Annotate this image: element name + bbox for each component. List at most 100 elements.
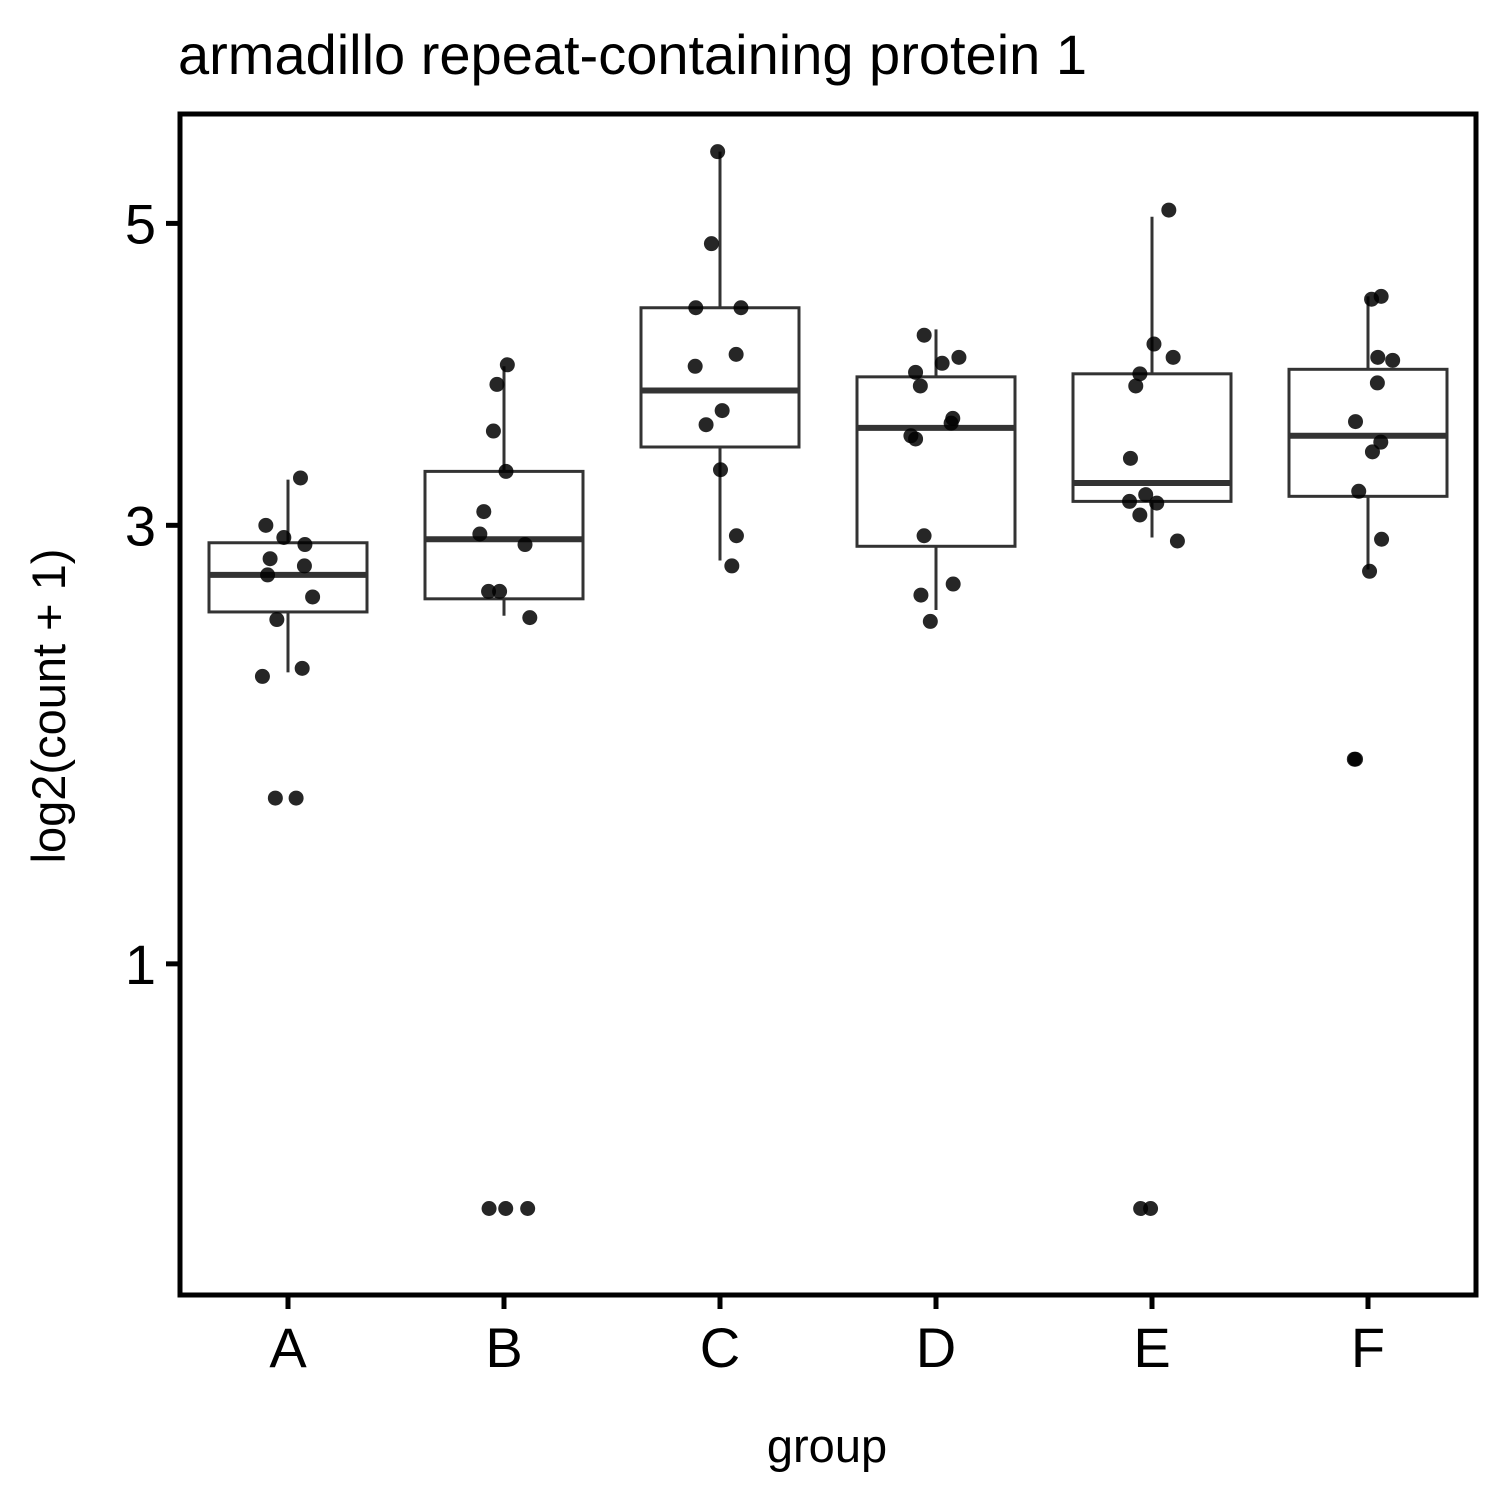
data-point (267, 790, 283, 806)
data-point (1138, 487, 1154, 503)
data-point (1374, 531, 1390, 547)
chart-title: armadillo repeat-containing protein 1 (178, 23, 1087, 86)
iqr-box (855, 375, 1017, 548)
data-point (1122, 493, 1138, 509)
data-point (481, 1201, 497, 1217)
data-point (498, 1201, 514, 1217)
data-point (908, 431, 924, 447)
iqr-box (423, 469, 585, 601)
data-point (1122, 450, 1138, 466)
data-point (297, 537, 313, 553)
data-point (714, 403, 730, 419)
data-point (1364, 291, 1380, 307)
y-axis-title: log2(count + 1) (22, 549, 75, 864)
data-point (945, 576, 961, 592)
data-point (712, 462, 728, 478)
data-point (522, 610, 538, 626)
data-point (254, 668, 270, 684)
data-point (1385, 352, 1401, 368)
data-point (1165, 349, 1181, 365)
data-point (922, 613, 938, 629)
data-point (485, 423, 501, 439)
data-point (294, 660, 310, 676)
data-point (276, 529, 292, 545)
box-f (1287, 296, 1449, 570)
data-point (296, 558, 312, 574)
data-point (916, 327, 932, 343)
box-b (423, 366, 585, 616)
data-point (934, 355, 950, 371)
plot-panel (166, 111, 1479, 1309)
points-a (254, 470, 321, 806)
data-point (520, 1201, 536, 1217)
data-point (1128, 378, 1144, 394)
data-point (1351, 483, 1367, 499)
data-point (481, 583, 497, 599)
data-point (710, 144, 726, 160)
y-tick-label: 1 (125, 933, 156, 996)
data-point (305, 589, 321, 605)
data-point (728, 346, 744, 362)
data-point (724, 558, 740, 574)
points-b (472, 357, 538, 1217)
data-point (1370, 349, 1386, 365)
points-f (1346, 288, 1401, 767)
points-d (903, 327, 967, 629)
data-point (916, 528, 932, 544)
data-point (1364, 444, 1380, 460)
x-tick-label: C (700, 1316, 740, 1379)
data-point (489, 376, 505, 392)
data-point (258, 517, 274, 533)
data-point (687, 358, 703, 374)
data-point (912, 378, 928, 394)
data-point (472, 526, 488, 542)
iqr-box (639, 306, 801, 449)
panel-border (177, 111, 1479, 1298)
data-point (1132, 507, 1148, 523)
data-point (499, 357, 515, 373)
data-point (951, 349, 967, 365)
data-point (1348, 414, 1364, 430)
x-tick-label: B (485, 1316, 522, 1379)
y-tick-label: 5 (125, 192, 156, 255)
data-point (476, 504, 492, 520)
data-point (943, 415, 959, 431)
data-point (498, 463, 514, 479)
data-point (913, 587, 929, 603)
box-c (639, 151, 801, 561)
data-point (1369, 375, 1385, 391)
x-axis-title: group (767, 1419, 887, 1472)
box-e (1071, 216, 1233, 538)
data-point (728, 528, 744, 544)
x-tick-label: D (916, 1316, 956, 1379)
data-point (1169, 533, 1185, 549)
data-point (698, 417, 714, 433)
data-point (1149, 495, 1165, 511)
box-a (207, 479, 369, 673)
data-point (292, 470, 308, 486)
data-point (288, 790, 304, 806)
data-point (492, 583, 508, 599)
data-point (517, 537, 533, 553)
data-point (260, 567, 276, 583)
data-point (1146, 336, 1162, 352)
data-point (1143, 1201, 1159, 1217)
data-point (262, 551, 278, 567)
data-point (1346, 751, 1362, 767)
data-point (733, 300, 749, 316)
y-tick-label: 3 (125, 494, 156, 557)
box-d (855, 329, 1017, 611)
data-point (1362, 563, 1378, 579)
data-point (703, 236, 719, 252)
x-tick-label: F (1351, 1316, 1385, 1379)
points-c (687, 144, 749, 574)
x-tick-label: E (1133, 1316, 1170, 1379)
data-point (1161, 202, 1177, 218)
points-e (1122, 202, 1185, 1217)
data-point (1132, 366, 1148, 382)
data-point (688, 300, 704, 316)
data-point (269, 612, 285, 628)
x-tick-label: A (269, 1316, 307, 1379)
data-point (908, 364, 924, 380)
